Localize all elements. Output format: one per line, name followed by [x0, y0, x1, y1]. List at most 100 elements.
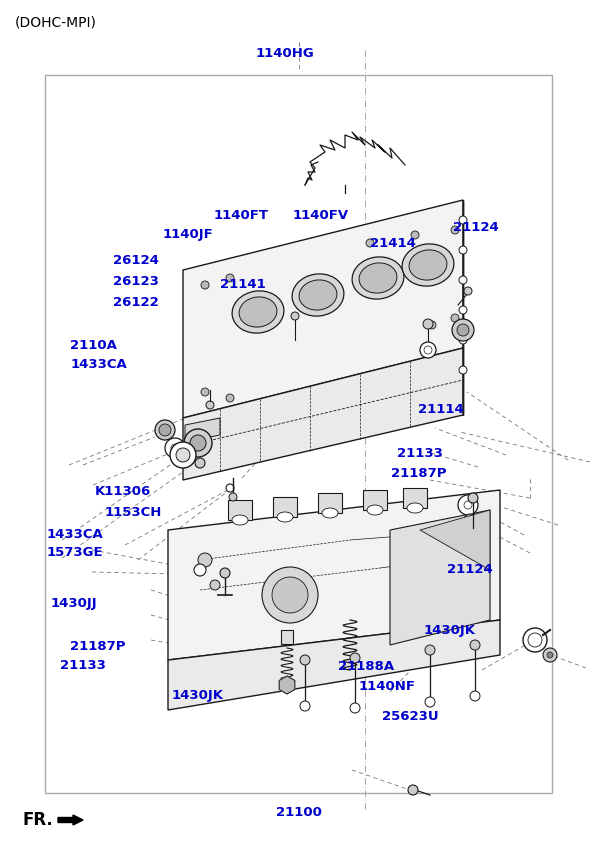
Circle shape — [459, 216, 467, 224]
Text: 1433CA: 1433CA — [70, 358, 127, 371]
Text: 21124: 21124 — [453, 220, 498, 234]
Circle shape — [210, 580, 220, 590]
Circle shape — [366, 239, 374, 247]
Circle shape — [411, 231, 419, 239]
Text: 1140FV: 1140FV — [293, 209, 349, 222]
Circle shape — [459, 306, 467, 314]
Circle shape — [159, 424, 171, 436]
Circle shape — [457, 324, 469, 336]
Circle shape — [451, 314, 459, 322]
Circle shape — [226, 274, 234, 282]
Circle shape — [459, 336, 467, 344]
Circle shape — [195, 458, 205, 468]
Polygon shape — [403, 488, 427, 508]
Circle shape — [176, 448, 190, 462]
Circle shape — [464, 501, 472, 509]
Ellipse shape — [409, 250, 447, 280]
Ellipse shape — [299, 280, 337, 310]
Polygon shape — [279, 676, 295, 694]
Polygon shape — [185, 418, 220, 442]
Circle shape — [300, 701, 310, 711]
Circle shape — [458, 495, 478, 515]
Text: 21141: 21141 — [220, 277, 266, 291]
Circle shape — [468, 493, 478, 503]
Text: 21133: 21133 — [60, 659, 106, 672]
Circle shape — [350, 703, 360, 713]
Ellipse shape — [292, 274, 344, 316]
Text: 1430JJ: 1430JJ — [51, 597, 97, 611]
Polygon shape — [363, 490, 387, 510]
Circle shape — [523, 628, 547, 652]
Polygon shape — [168, 490, 500, 660]
Ellipse shape — [352, 257, 404, 299]
Circle shape — [425, 645, 435, 655]
Text: 1430JK: 1430JK — [172, 689, 224, 702]
Text: (DOHC-MPI): (DOHC-MPI) — [15, 15, 97, 30]
Circle shape — [350, 653, 360, 663]
Text: 1140FT: 1140FT — [213, 209, 268, 222]
Circle shape — [272, 577, 308, 613]
Text: 26122: 26122 — [113, 296, 159, 310]
Circle shape — [543, 648, 557, 662]
Circle shape — [201, 281, 209, 289]
Circle shape — [423, 319, 433, 329]
Circle shape — [459, 276, 467, 284]
Circle shape — [198, 553, 212, 567]
Circle shape — [429, 534, 441, 546]
Circle shape — [220, 568, 230, 578]
Circle shape — [262, 567, 318, 623]
Polygon shape — [318, 493, 342, 513]
Circle shape — [226, 394, 234, 402]
Circle shape — [170, 442, 196, 468]
Text: 26124: 26124 — [113, 254, 159, 267]
Circle shape — [420, 342, 436, 358]
Ellipse shape — [402, 244, 454, 286]
Text: 21114: 21114 — [418, 403, 464, 416]
Circle shape — [171, 444, 179, 452]
Circle shape — [190, 435, 206, 451]
Text: 21187P: 21187P — [391, 466, 447, 480]
Circle shape — [464, 574, 476, 586]
Text: 1153CH: 1153CH — [104, 505, 162, 519]
Circle shape — [300, 655, 310, 665]
Polygon shape — [228, 500, 252, 520]
Polygon shape — [168, 620, 500, 710]
Circle shape — [165, 438, 185, 458]
Circle shape — [452, 319, 474, 341]
Text: 1140NF: 1140NF — [358, 680, 415, 694]
Circle shape — [291, 312, 299, 320]
Circle shape — [470, 691, 480, 701]
Ellipse shape — [232, 515, 248, 525]
Text: 21414: 21414 — [370, 237, 416, 250]
Polygon shape — [273, 497, 297, 517]
Text: FR.: FR. — [22, 811, 53, 829]
Polygon shape — [183, 200, 463, 418]
Text: 21124: 21124 — [447, 563, 493, 577]
Text: 1140JF: 1140JF — [162, 228, 213, 242]
Circle shape — [206, 401, 214, 409]
Text: K11306: K11306 — [94, 485, 150, 499]
Ellipse shape — [232, 291, 284, 333]
Circle shape — [184, 429, 212, 457]
Polygon shape — [420, 510, 490, 570]
Circle shape — [428, 321, 436, 329]
Ellipse shape — [359, 263, 397, 293]
Circle shape — [547, 652, 553, 658]
FancyArrow shape — [58, 815, 83, 825]
Circle shape — [424, 346, 432, 354]
Text: 21133: 21133 — [397, 447, 443, 460]
Ellipse shape — [407, 503, 423, 513]
Text: 1573GE: 1573GE — [47, 546, 103, 560]
Circle shape — [229, 493, 237, 501]
Text: 21187P: 21187P — [70, 639, 126, 653]
Circle shape — [194, 564, 206, 576]
Text: 21188A: 21188A — [338, 660, 395, 673]
Circle shape — [459, 366, 467, 374]
Polygon shape — [281, 630, 293, 644]
Circle shape — [459, 246, 467, 254]
Circle shape — [470, 640, 480, 650]
Circle shape — [425, 697, 435, 707]
Circle shape — [155, 420, 175, 440]
Circle shape — [408, 785, 418, 795]
Text: 1430JK: 1430JK — [424, 623, 476, 637]
